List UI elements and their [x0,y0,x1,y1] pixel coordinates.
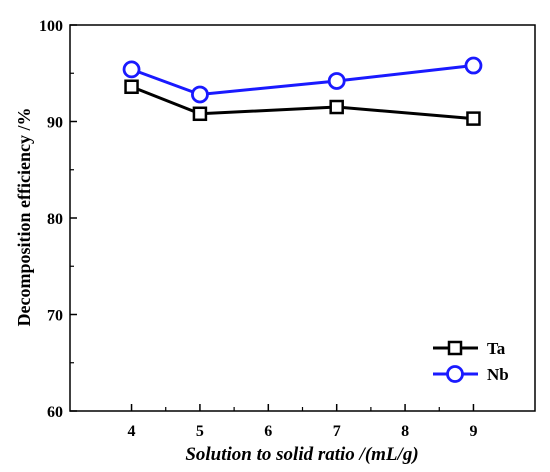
data-point-ta [466,111,481,126]
data-point-ta [124,79,139,95]
data-point-ta [329,99,344,115]
x-tick-label: 7 [333,423,341,440]
x-tick-label: 9 [469,423,477,440]
data-point-nb [464,56,483,75]
data-point-nb [122,60,141,79]
x-tick-label: 4 [128,423,136,440]
series-layer [122,56,483,126]
data-point-nb [191,85,209,104]
y-tick-label: 90 [47,115,63,132]
x-tick-label: 8 [401,423,409,440]
data-point-nb [327,72,346,90]
legend-label-ta: Ta [487,339,506,358]
y-tick-label: 70 [47,308,63,325]
y-tick-label: 100 [39,18,63,35]
data-point-ta [192,106,208,122]
legend: Ta Nb [433,339,509,384]
plot-frame [69,24,536,412]
x-tick-label: 5 [196,423,204,440]
legend-marker-nb [446,365,464,383]
legend-marker-ta [447,340,463,356]
series-line-ta [130,85,474,121]
y-axis-title: Decomposition efficiency /% [14,108,34,327]
y-tick-label: 60 [47,404,63,421]
series-line-nb [131,64,474,97]
x-axis-title: Solution to solid ratio /(mL/g) [185,444,418,465]
y-tick-label: 80 [47,211,63,228]
x-tick-label: 6 [264,423,272,440]
tick-labels: 4 5 6 7 8 9 60 70 80 90 100 [39,18,477,440]
legend-label-nb: Nb [487,365,509,384]
